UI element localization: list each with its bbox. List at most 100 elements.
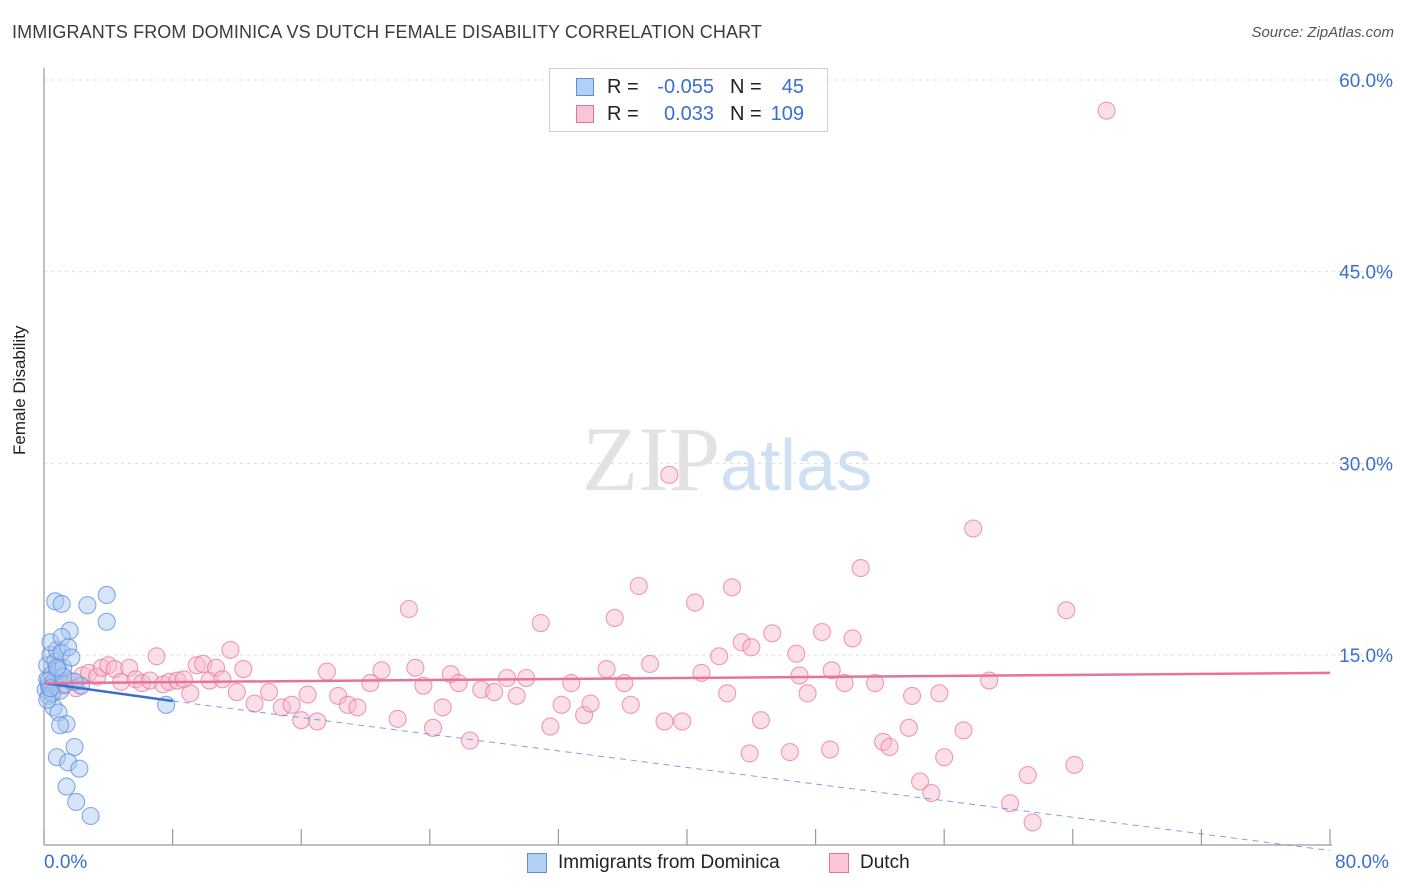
dutch-point [221, 640, 240, 659]
dutch-point [732, 633, 751, 652]
dutch-point [899, 718, 918, 737]
dominica-point [41, 633, 60, 652]
trend-lines [43, 671, 1331, 851]
dutch-point [531, 614, 550, 633]
legend-r-label: R = [607, 76, 639, 98]
dutch-point [640, 654, 660, 673]
legend-n-value: 109 [770, 103, 804, 125]
dutch-point [605, 608, 624, 627]
dutch-point [449, 674, 468, 693]
dutch-point [372, 661, 391, 680]
legend-n-value: 45 [781, 76, 804, 98]
dominica-point [47, 658, 66, 677]
dominica-point [59, 638, 78, 657]
dutch-point [710, 647, 729, 666]
dutch-point [866, 674, 885, 693]
dutch-points [47, 101, 1116, 832]
dutch-point [597, 660, 616, 679]
y-axis-label: Female Disability [10, 325, 29, 455]
dutch-point [742, 638, 761, 657]
legend-r-value: -0.055 [657, 76, 714, 98]
dutch-point [798, 684, 817, 703]
dutch-point [213, 670, 232, 689]
dominica-point [78, 596, 97, 615]
legend-row-dutch: R = 0.033 N = 109 [550, 101, 827, 127]
dutch-point [581, 694, 600, 713]
dutch-point [308, 712, 327, 731]
dominica-point [59, 753, 78, 772]
dutch-point [954, 721, 973, 740]
axes [43, 68, 1332, 846]
dominica-point [81, 806, 100, 826]
dutch-point [780, 743, 799, 762]
dutch-point [168, 671, 187, 690]
dutch-point [1065, 755, 1084, 774]
dutch-point [552, 695, 571, 714]
dutch-point [206, 658, 226, 677]
dutch-point [1023, 813, 1042, 832]
dominica-point [52, 594, 71, 613]
dutch-point [181, 684, 200, 703]
dutch-point [822, 661, 841, 680]
dutch-point [298, 685, 317, 704]
dominica-point [67, 792, 86, 811]
dutch-point [507, 686, 526, 705]
watermark-atlas: atlas [720, 426, 872, 506]
dominica-point [51, 716, 70, 735]
dutch-point [880, 737, 899, 757]
dominica-point [57, 714, 76, 734]
dominica-point [57, 777, 76, 796]
dutch-point [660, 465, 679, 484]
legend-r-value: 0.033 [663, 103, 714, 125]
dutch-point [851, 559, 870, 578]
dutch-point [388, 709, 407, 728]
dutch-point [414, 676, 433, 695]
dutch-point [317, 662, 336, 681]
dutch-point [935, 748, 954, 767]
dutch-point [718, 684, 737, 703]
legend-r-label: R = [607, 103, 639, 125]
dominica-point [65, 737, 84, 757]
legend-row-dominica: R = -0.055 N = 45 [550, 74, 827, 100]
dutch-point [751, 711, 770, 730]
y-tick-label: 45.0% [1339, 263, 1393, 284]
dominica-point [62, 648, 81, 667]
dutch-point [911, 772, 930, 791]
dutch-point [1057, 601, 1076, 620]
legend-label-dominica: Immigrants from Dominica [558, 852, 780, 873]
dutch-point [227, 683, 246, 702]
dutch-point [485, 683, 504, 702]
dutch-point [282, 695, 301, 714]
dutch-point [348, 698, 367, 717]
gridlines [44, 79, 1395, 656]
dutch-point [399, 599, 418, 619]
dutch-point [1018, 766, 1037, 785]
dutch-point [843, 629, 862, 648]
dominica-point [47, 748, 66, 767]
dutch-point [763, 624, 782, 643]
dutch-point [673, 712, 692, 731]
y-tick-labels: 15.0% 30.0% 45.0% 60.0% [1339, 71, 1393, 667]
x-tick-min: 0.0% [44, 852, 88, 873]
x-tick-max: 80.0% [1335, 852, 1389, 873]
legend-n-label: N = [730, 76, 762, 98]
dutch-point [292, 711, 311, 730]
dutch-point [433, 698, 452, 717]
dutch-point [922, 783, 941, 803]
legend-swatch-dominica [527, 853, 547, 873]
legend-swatch-dutch [829, 853, 849, 873]
dominica-point [70, 759, 89, 778]
dutch-point [629, 576, 648, 596]
dutch-point [187, 656, 206, 675]
dutch-point [120, 658, 139, 677]
dutch-point [787, 644, 806, 663]
correlation-legend: R = -0.055 N = 45 R = 0.033 N = 109 [549, 68, 828, 132]
dominica-points [36, 585, 176, 826]
dutch-point [423, 718, 443, 737]
y-tick-label: 60.0% [1339, 71, 1393, 92]
chart-source: Source: ZipAtlas.com [1251, 24, 1394, 41]
dutch-point [812, 622, 832, 642]
dominica-point [52, 628, 71, 647]
dominica-trend-extension [172, 700, 1331, 851]
